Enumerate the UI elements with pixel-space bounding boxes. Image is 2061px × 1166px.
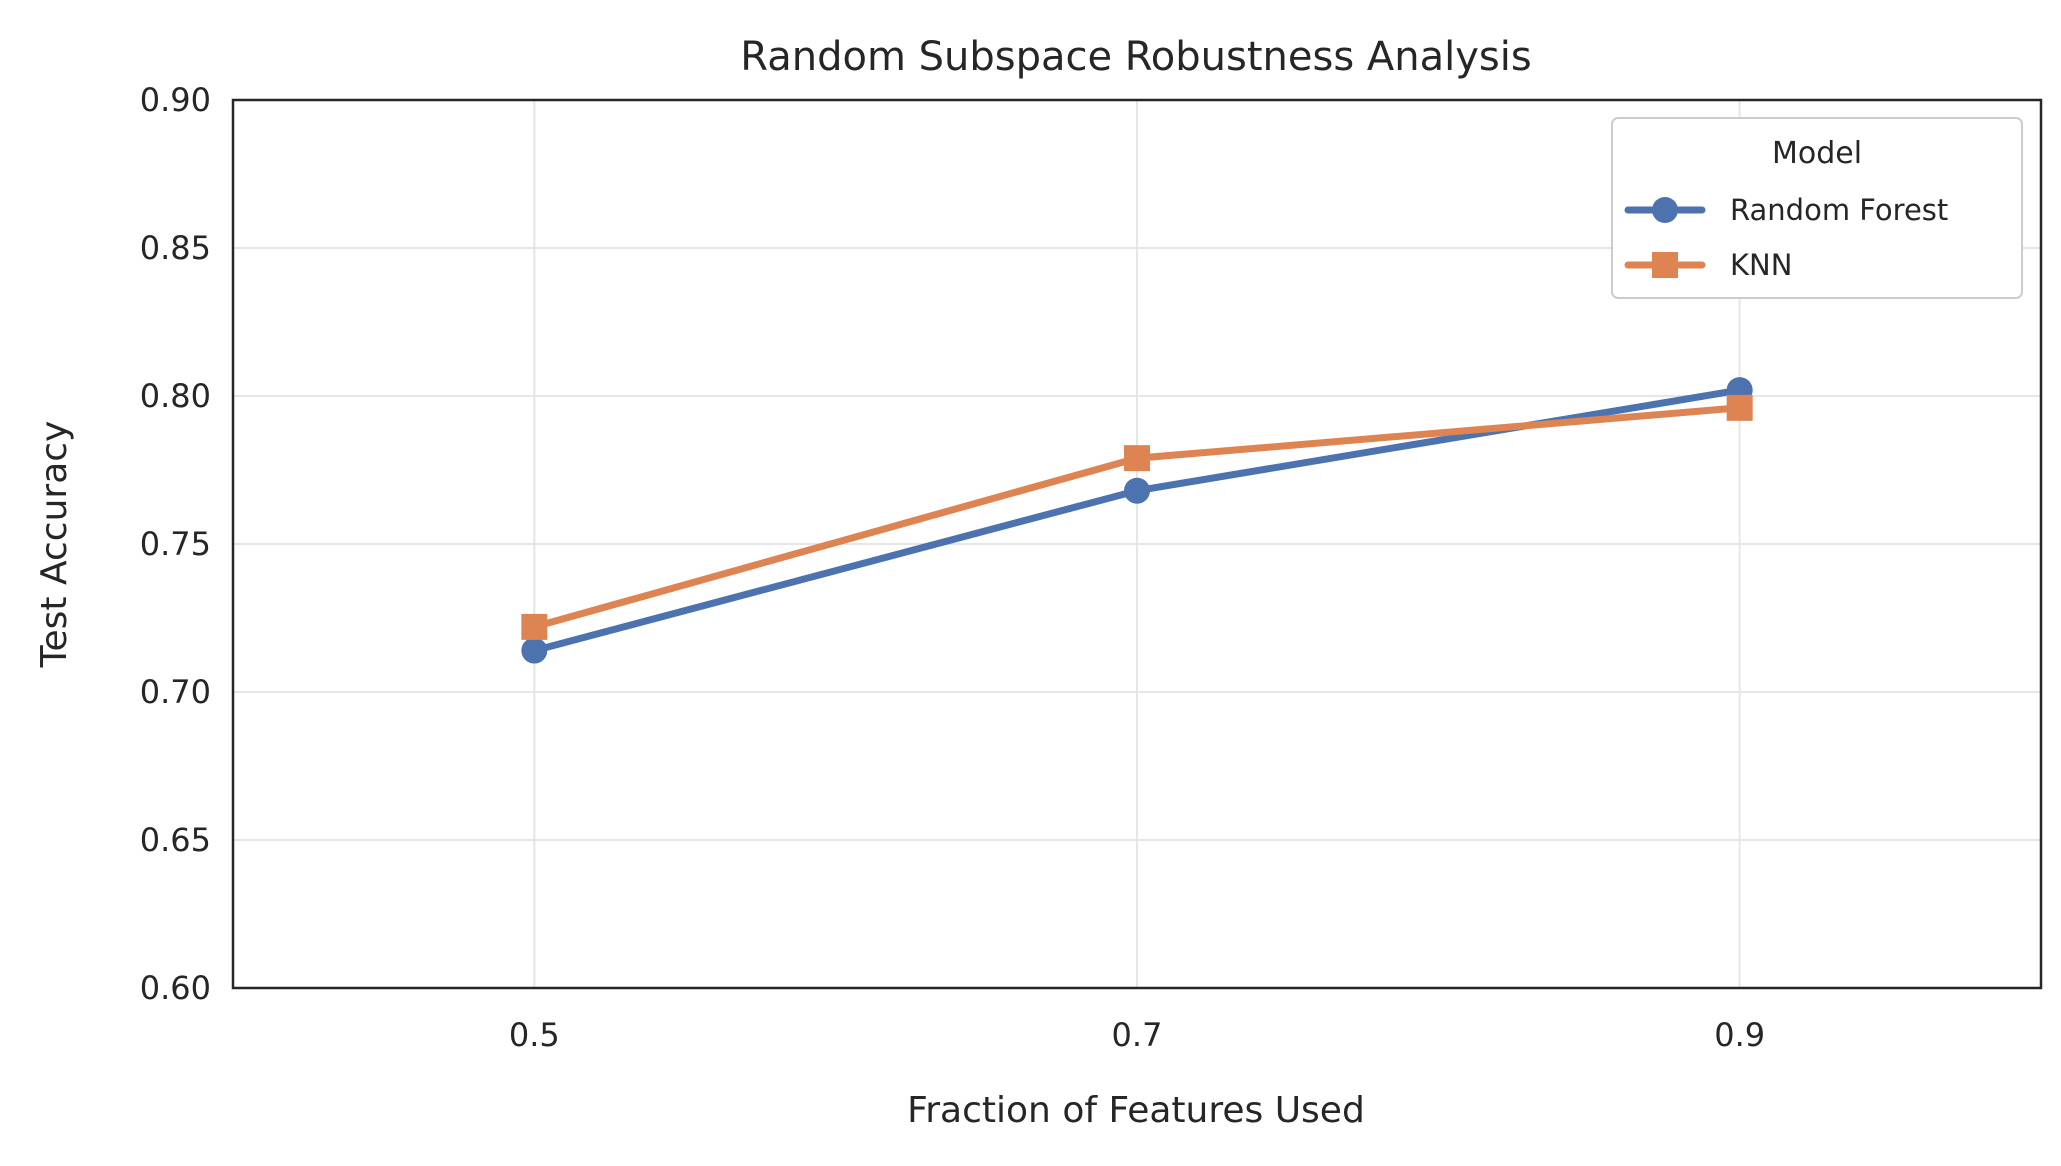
legend-marker [1652, 252, 1678, 278]
y-tick-label: 0.75 [140, 525, 211, 563]
y-tick-label: 0.90 [140, 81, 211, 119]
data-point [1124, 477, 1150, 504]
legend-item: KNN [1624, 248, 1792, 282]
x-tick-label: 0.5 [509, 1016, 560, 1054]
chart-title: Random Subspace Robustness Analysis [740, 34, 1531, 80]
y-tick-label: 0.70 [140, 673, 211, 711]
y-tick-label: 0.65 [140, 821, 211, 859]
legend-marker [1652, 197, 1678, 223]
legend-label: Random Forest [1730, 193, 1948, 227]
legend-title: Model [1772, 136, 1862, 171]
y-tick-label: 0.85 [140, 229, 211, 267]
data-point [1726, 394, 1753, 421]
x-tick-label: 0.9 [1714, 1016, 1765, 1054]
data-point [521, 613, 548, 640]
x-axis-label: Fraction of Features Used [907, 1090, 1365, 1131]
legend: Model Random Forest KNN [1611, 117, 2023, 299]
data-point [1124, 445, 1150, 472]
legend-box [1611, 117, 2023, 299]
legend-label: KNN [1730, 248, 1792, 282]
legend-item: Random Forest [1624, 193, 1948, 227]
x-tick-label: 0.7 [1112, 1016, 1163, 1054]
y-tick-label: 0.80 [140, 377, 211, 415]
data-point [521, 637, 548, 664]
data-series [521, 377, 1753, 664]
series-knn [521, 394, 1753, 640]
legend-items: Random Forest KNN [1624, 193, 1948, 282]
y-tick-label: 0.60 [140, 969, 211, 1007]
y-axis-ticks: 0.60 0.65 0.70 0.75 0.80 0.85 0.90 [140, 81, 211, 1007]
x-axis-ticks: 0.5 0.7 0.9 [509, 1016, 1765, 1054]
y-axis-label: Test Accuracy [34, 421, 75, 669]
plot-frame [231, 98, 2043, 990]
